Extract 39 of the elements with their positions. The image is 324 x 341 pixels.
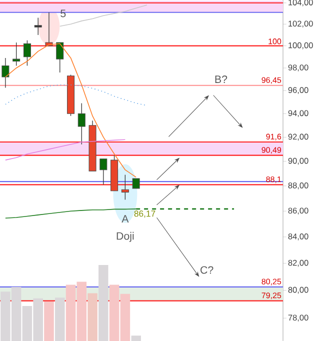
bar [131, 336, 141, 341]
candlestick [132, 178, 140, 189]
line-series [5, 139, 126, 160]
y-tick-label: 90,00 [288, 158, 308, 165]
y-tick-label: 100,00 [288, 42, 313, 50]
candlestick [78, 102, 86, 145]
annotation: 86,17 [134, 210, 156, 218]
y-tick-label: 86,00 [288, 208, 308, 215]
bar [44, 301, 54, 341]
y-tick-label: 82,00 [288, 260, 308, 267]
y-tick-label: 92,00 [288, 134, 308, 141]
line-series [5, 84, 148, 106]
annotation: A [122, 215, 129, 222]
y-tick-label: 94,00 [288, 110, 308, 118]
ref-line-label: 79,25 [262, 292, 282, 300]
candlestick [56, 42, 64, 73]
y-tick-label: 84,00 [288, 234, 308, 240]
y-tick-label: 88,00 [288, 182, 308, 190]
bar [54, 298, 65, 341]
annotation: C? [200, 266, 214, 274]
ref-line-label: 80,25 [262, 278, 282, 286]
y-tick-label: 102,00 [288, 20, 313, 28]
bar [98, 264, 108, 341]
y-tick-label: 96,00 [288, 87, 308, 94]
candlestick [34, 17, 42, 36]
candlestick [12, 42, 20, 66]
ref-line-label: 91,6 [266, 134, 282, 140]
annotation: Doji [116, 232, 134, 242]
ref-line-label: 100 [268, 38, 282, 44]
candlestick [2, 58, 10, 88]
y-tick-label: 98,00 [288, 64, 308, 72]
y-tick-label: 78,00 [288, 314, 308, 322]
annotation: B? [215, 76, 228, 83]
candlestick [100, 158, 108, 185]
ref-line-label: 90,49 [262, 147, 282, 154]
ref-line-label: 96,45 [262, 77, 282, 84]
y-tick-label: 80,00 [288, 286, 308, 294]
candlestick [23, 40, 31, 66]
candlestick [121, 174, 129, 200]
